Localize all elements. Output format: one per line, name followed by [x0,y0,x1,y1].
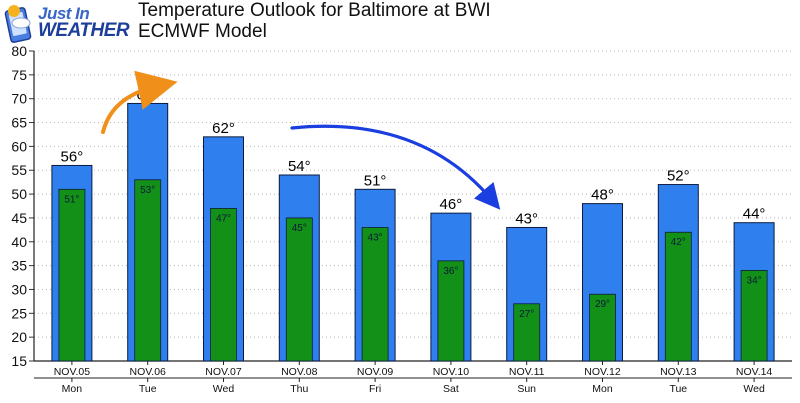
low-temp-bar [664,231,692,362]
x-tick-label: NOV.07 [205,366,242,378]
x-tick-label: NOV.12 [584,366,621,378]
low-temp-bar [285,217,313,362]
day-label: Wed [743,383,765,395]
low-temp-bar [361,227,389,362]
x-tick-label: NOV.09 [357,366,394,378]
low-temp-label: 43° [368,232,383,243]
y-tick-label: 50 [11,186,27,202]
low-temp-label: 29° [595,299,610,310]
logo-text-top: Just In [38,4,90,23]
y-tick-label: 75 [11,67,27,83]
y-tick-label: 15 [11,353,27,369]
chart-title-block: Temperature Outlook for Baltimore at BWI… [138,0,491,42]
y-tick-label: 35 [11,258,27,274]
x-tick-label: NOV.08 [281,366,318,378]
high-temp-label: 54° [288,158,311,175]
falling-trend-arrow [290,124,501,210]
rising-trend-arrow [101,70,178,134]
y-tick-label: 70 [11,91,27,107]
y-tick-label: 55 [11,162,27,178]
low-temp-bar [513,303,541,362]
y-tick-label: 20 [11,329,27,345]
high-temp-label: 52° [667,168,690,185]
x-tick-label: NOV.05 [54,366,91,378]
y-tick-label: 25 [11,305,27,321]
y-tick-label: 60 [11,138,27,154]
day-label: Tue [669,383,687,395]
x-tick-label: NOV.11 [509,366,545,378]
day-label: Sat [443,383,459,395]
day-label: Mon [62,383,83,395]
high-temp-label: 56° [61,148,84,165]
low-temp-label: 42° [671,237,686,248]
low-temp-label: 47° [216,213,231,224]
low-temp-bar [134,179,162,362]
low-temp-bar [58,188,86,362]
y-tick-label: 30 [11,281,27,297]
x-tick-label: NOV.06 [130,366,167,378]
x-tick-label: NOV.14 [736,366,773,378]
high-temp-label: 44° [743,206,766,223]
low-temp-bar [589,293,616,362]
high-temp-label: 46° [440,196,463,213]
chart-title: Temperature Outlook for Baltimore at BWI [138,0,491,21]
day-label: Mon [592,383,613,395]
low-temp-label: 27° [519,309,534,320]
x-tick-label: NOV.10 [433,366,470,378]
y-tick-label: 40 [11,234,27,250]
y-tick-label: 45 [11,210,27,226]
y-tick-label: 65 [11,115,27,131]
low-temp-label: 36° [443,266,458,277]
low-temp-label: 45° [292,223,307,234]
day-label: Thu [290,383,308,395]
low-temp-label: 53° [140,185,155,196]
low-temp-label: 34° [747,275,762,286]
low-temp-label: 51° [64,194,79,205]
high-temp-label: 51° [364,172,387,189]
high-temp-label: 48° [591,187,614,204]
phone-sun-icon [4,5,32,43]
day-label: Fri [369,383,381,395]
just-in-weather-logo: Just In WEATHER [4,3,136,43]
chart-subtitle: ECMWF Model [138,21,267,42]
low-temp-bar [437,260,465,362]
x-tick-label: NOV.13 [660,366,697,378]
day-label: Sun [517,383,536,395]
header: Just In WEATHER Temperature Outlook for … [0,0,800,44]
high-temp-label: 62° [212,120,235,137]
logo-text-bottom: WEATHER [38,20,130,41]
low-temp-bar [210,207,237,362]
day-label: Tue [139,383,157,395]
day-label: Wed [213,383,235,395]
high-temp-label: 43° [515,210,538,227]
y-tick-label: 80 [11,43,27,59]
